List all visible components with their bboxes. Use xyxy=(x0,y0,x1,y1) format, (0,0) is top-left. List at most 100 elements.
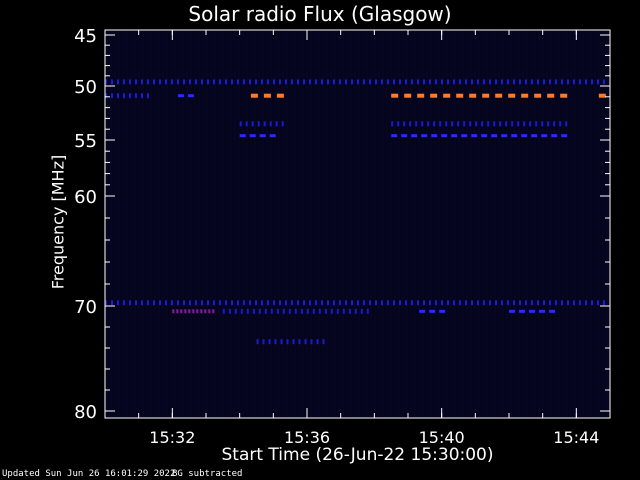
emission-dash xyxy=(237,300,239,306)
emission-dash xyxy=(417,93,425,98)
emission-dash xyxy=(469,93,477,98)
y-tick-label: 55 xyxy=(74,131,97,152)
emission-dash xyxy=(421,134,428,138)
plot-frame xyxy=(104,29,611,419)
emission-dash xyxy=(405,79,407,85)
emission-dash xyxy=(481,121,484,127)
emission-dash xyxy=(195,300,197,306)
emission-dash xyxy=(585,300,587,306)
emission-dash xyxy=(279,79,281,85)
emission-dash xyxy=(519,309,525,313)
emission-dash xyxy=(219,79,221,85)
emission-dash xyxy=(342,308,345,314)
emission-dash xyxy=(269,134,276,138)
emission-dash xyxy=(195,79,197,85)
emission-dash xyxy=(453,300,455,306)
emission-dash xyxy=(521,134,528,138)
emission-dash xyxy=(549,300,551,306)
emission-dash xyxy=(263,121,266,127)
emission-dash xyxy=(240,308,243,314)
emission-dash xyxy=(567,79,569,85)
emission-dash xyxy=(431,134,438,138)
emission-dash xyxy=(201,79,203,85)
emission-dash xyxy=(531,134,538,138)
emission-dash xyxy=(519,79,521,85)
x-axis-label: Start Time (26-Jun-22 15:30:00) xyxy=(221,445,494,465)
emission-dash xyxy=(549,309,555,313)
emission-dash xyxy=(391,134,398,138)
emission-dash xyxy=(505,121,508,127)
emission-dash xyxy=(499,121,502,127)
emission-dash xyxy=(509,309,515,313)
emission-dash xyxy=(483,300,485,306)
emission-dash xyxy=(251,121,254,127)
emission-dash xyxy=(171,79,173,85)
emission-dash xyxy=(482,93,490,98)
emission-dash xyxy=(255,79,257,85)
emission-dash xyxy=(591,79,593,85)
emission-dash xyxy=(501,300,503,306)
emission-dash xyxy=(411,300,413,306)
emission-dash xyxy=(393,79,395,85)
emission-dash xyxy=(117,93,119,99)
emission-dash xyxy=(135,79,137,85)
emission-dash xyxy=(561,134,568,138)
background-note: BG subtracted xyxy=(172,469,243,479)
emission-dash xyxy=(269,121,272,127)
emission-dash xyxy=(345,79,347,85)
emission-dash xyxy=(201,300,203,306)
emission-dash xyxy=(463,121,466,127)
emission-dash xyxy=(429,309,436,313)
emission-dash xyxy=(493,121,496,127)
emission-dash xyxy=(286,339,289,345)
emission-dash xyxy=(147,300,149,306)
emission-dash xyxy=(411,79,413,85)
emission-dash xyxy=(105,93,107,99)
emission-dash xyxy=(123,93,125,99)
emission-dash xyxy=(375,79,377,85)
emission-dash xyxy=(381,300,383,306)
emission-dash xyxy=(141,93,143,99)
emission-dash xyxy=(459,300,461,306)
emission-dash xyxy=(159,300,161,306)
emission-dash xyxy=(345,300,347,306)
emission-dash xyxy=(207,300,209,306)
plot-background xyxy=(105,30,610,418)
emission-dash xyxy=(551,134,558,138)
emission-dash xyxy=(547,121,550,127)
emission-dash xyxy=(459,79,461,85)
emission-dash xyxy=(511,121,514,127)
emission-dash xyxy=(264,308,267,314)
emission-dash xyxy=(297,300,299,306)
emission-dash xyxy=(234,308,237,314)
emission-dash xyxy=(445,121,448,127)
emission-dash xyxy=(513,300,515,306)
emission-dash xyxy=(501,79,503,85)
emission-dash xyxy=(231,79,233,85)
emission-dash xyxy=(303,79,305,85)
emission-dash xyxy=(141,300,143,306)
emission-dash xyxy=(273,79,275,85)
emission-dash xyxy=(387,300,389,306)
emission-dash xyxy=(267,300,269,306)
emission-dash xyxy=(415,121,418,127)
emission-dash xyxy=(177,94,184,98)
emission-dash xyxy=(189,79,191,85)
emission-dash xyxy=(184,309,187,314)
emission-dash xyxy=(246,308,249,314)
emission-dash xyxy=(417,300,419,306)
emission-dash xyxy=(200,309,203,314)
emission-dash xyxy=(547,93,555,98)
emission-dash xyxy=(525,79,527,85)
emission-dash xyxy=(411,134,418,138)
emission-dash xyxy=(259,134,266,138)
emission-dash xyxy=(129,79,131,85)
emission-dash xyxy=(401,134,408,138)
emission-dash xyxy=(507,79,509,85)
emission-dash xyxy=(147,79,149,85)
emission-dash xyxy=(239,134,246,138)
emission-dash xyxy=(354,308,357,314)
emission-dash xyxy=(252,308,255,314)
emission-dash xyxy=(237,79,239,85)
